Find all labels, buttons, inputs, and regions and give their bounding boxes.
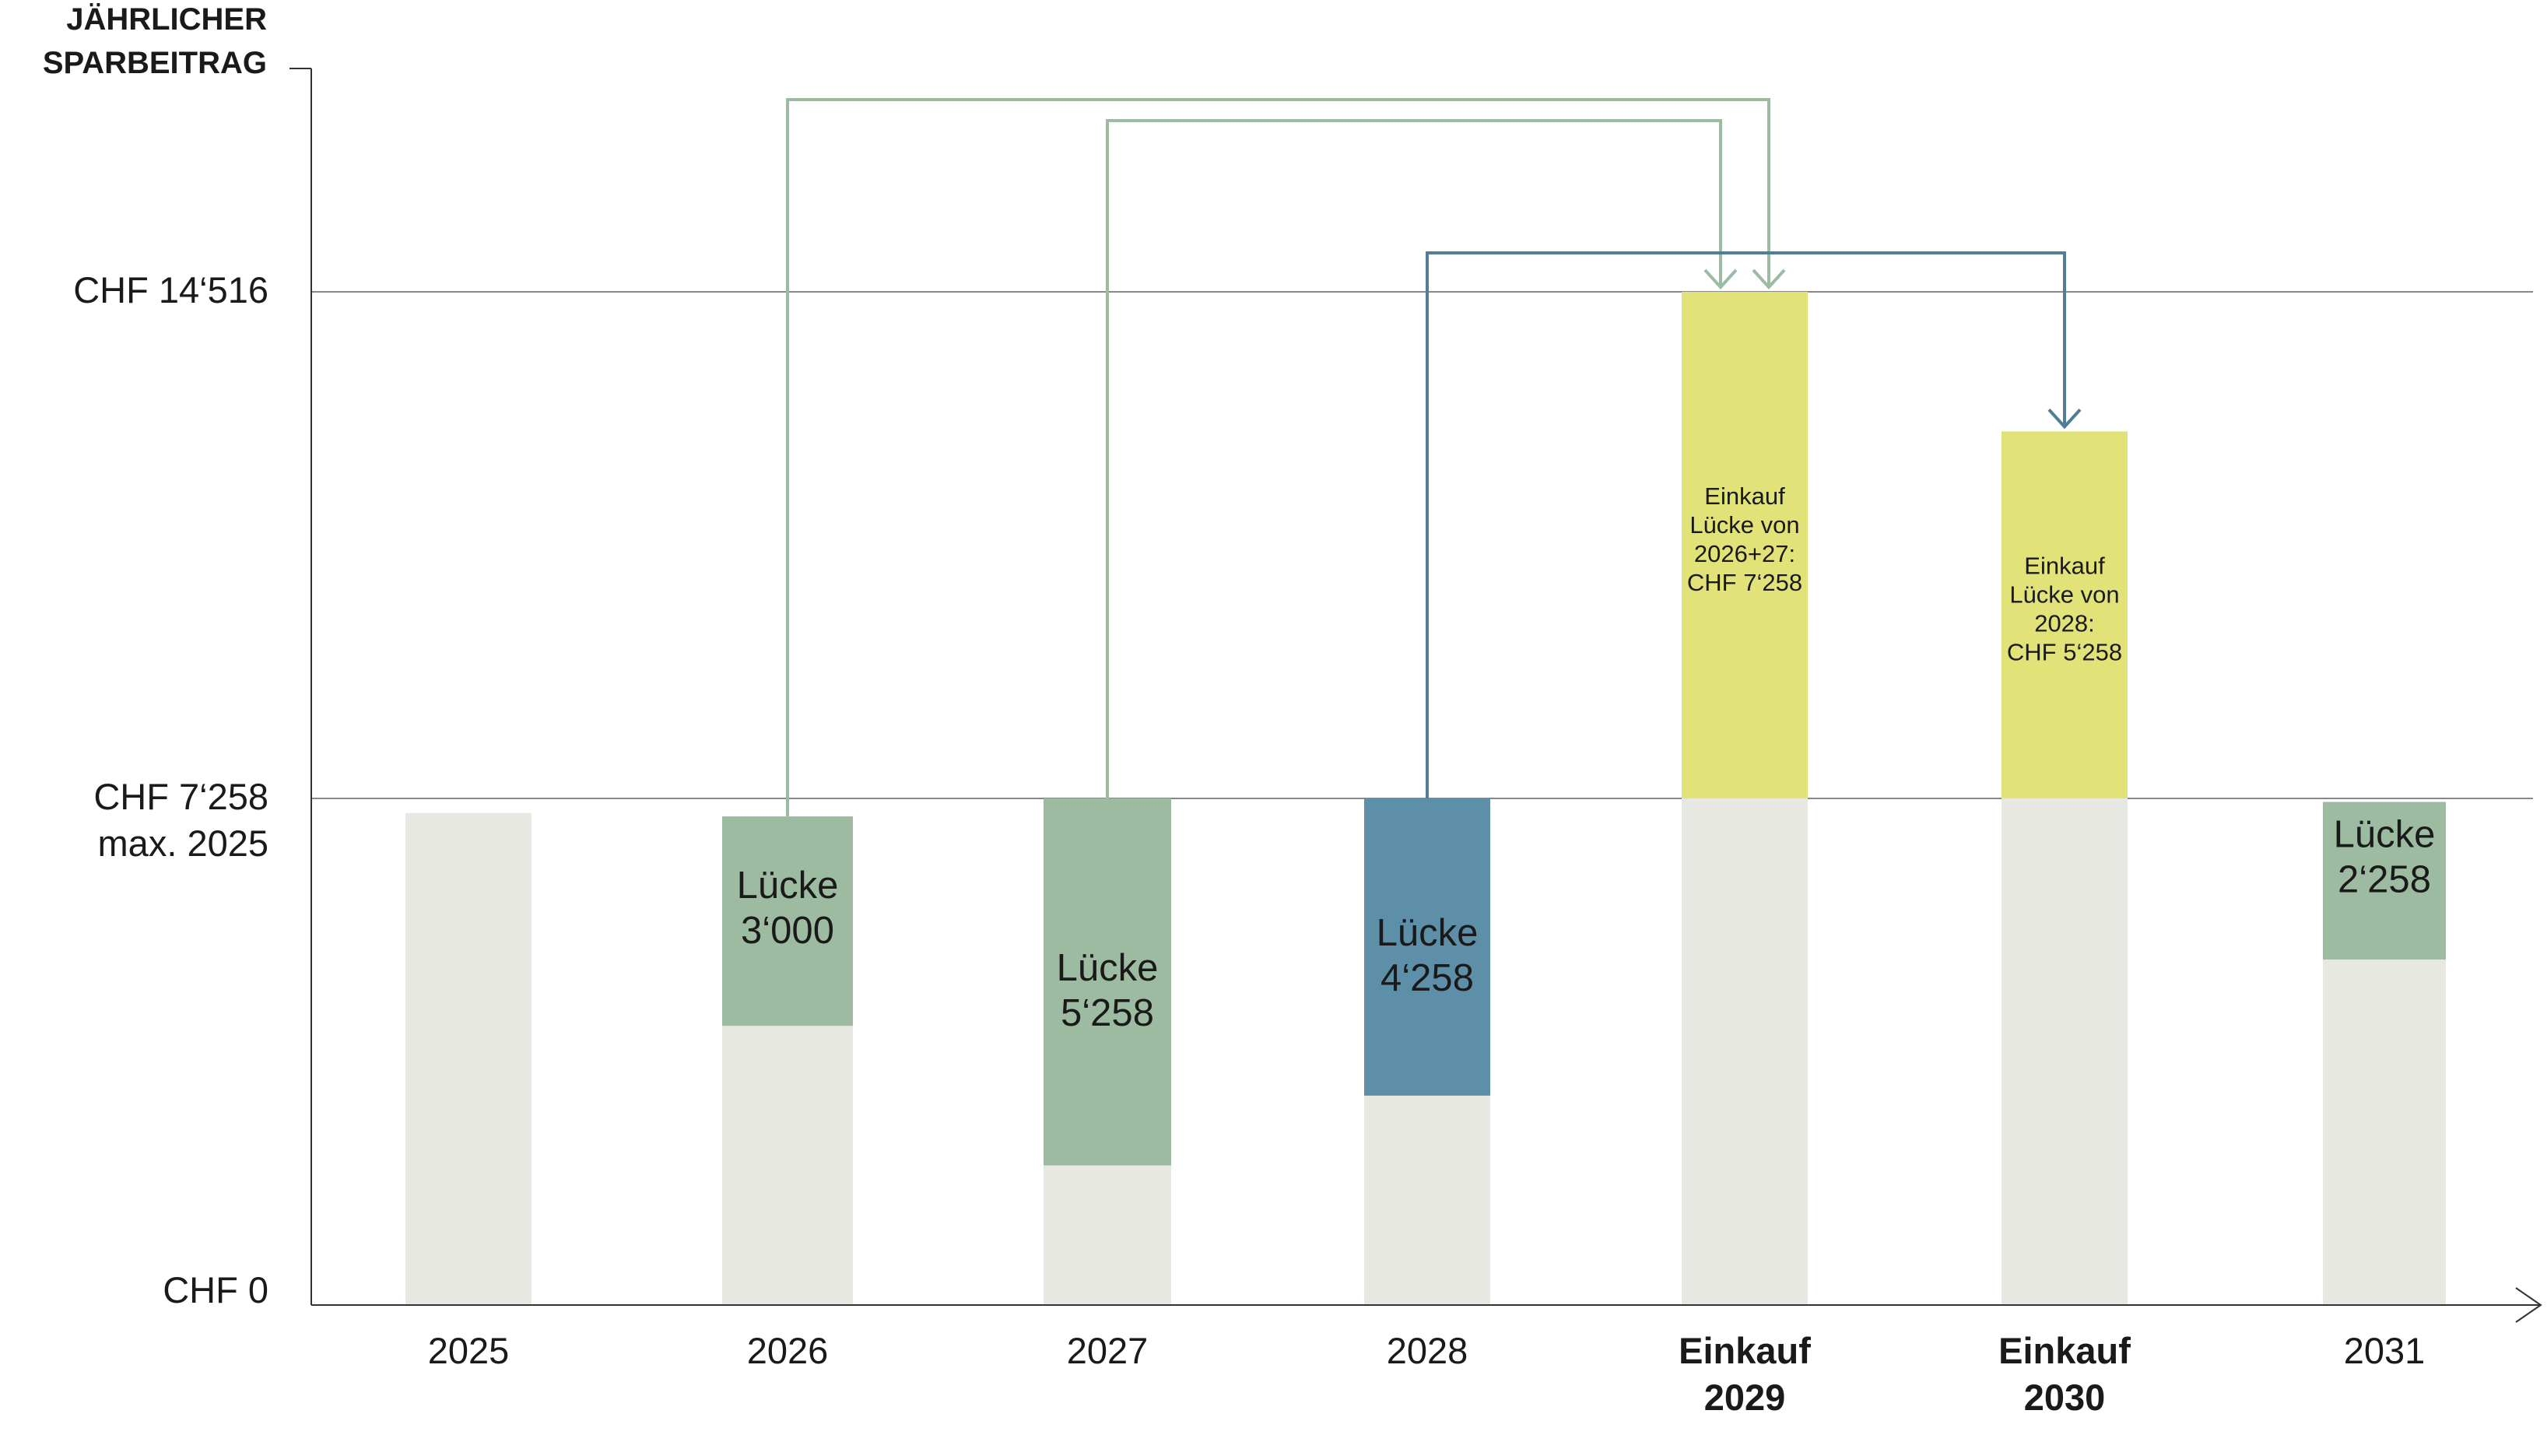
gap-label: 4‘258 xyxy=(1381,957,1474,999)
einkauf-label: Lücke von xyxy=(1689,511,1799,539)
x-tick-label: 2031 xyxy=(2344,1330,2426,1371)
bar-einkauf xyxy=(2001,431,2128,798)
einkauf-label: Lücke von xyxy=(2009,581,2119,609)
y-tick-label: max. 2025 xyxy=(98,823,268,864)
x-tick-label: 2026 xyxy=(747,1330,829,1371)
x-tick-label: 2027 xyxy=(1067,1330,1149,1371)
y-axis-title: SPARBEITRAG xyxy=(43,46,267,80)
einkauf-label: 2028: xyxy=(2034,610,2095,637)
einkauf-label: Einkauf xyxy=(1704,482,1785,510)
bar-base xyxy=(405,812,532,1305)
y-tick-label: CHF 7‘258 xyxy=(93,776,268,817)
x-tick-label: Einkauf xyxy=(1998,1330,2131,1371)
x-axis-arrowhead xyxy=(2515,1287,2542,1323)
x-tick-label: 2030 xyxy=(2024,1377,2106,1418)
y-axis-title: JÄHRLICHER xyxy=(66,2,267,37)
bar-gap xyxy=(1364,798,1490,1096)
einkauf-label: CHF 5‘258 xyxy=(2007,639,2122,666)
x-tick-label: 2029 xyxy=(1704,1377,1786,1418)
gap-label: 2‘258 xyxy=(2338,858,2431,900)
einkauf-label: CHF 7‘258 xyxy=(1687,569,1802,596)
bar-gap xyxy=(722,816,853,1026)
y-tick-label: CHF 14‘516 xyxy=(73,269,268,310)
transfer-arrows xyxy=(786,98,2082,817)
labels: JÄHRLICHER SPARBEITRAG CHF 14‘516 CHF 7‘258… xyxy=(43,2,2436,1418)
gap-label: Lücke xyxy=(2334,813,2436,855)
gap-label: Lücke xyxy=(1057,947,1159,989)
gap-label: 3‘000 xyxy=(741,910,834,952)
bar-base xyxy=(1364,1095,1490,1305)
bar-base xyxy=(1044,1165,1171,1305)
axes xyxy=(289,68,2542,1323)
bar-base xyxy=(722,1026,853,1305)
gap-label: 5‘258 xyxy=(1061,992,1154,1034)
bar-gap xyxy=(1044,798,1171,1166)
y-tick-label: CHF 0 xyxy=(163,1269,268,1310)
einkauf-label: Einkauf xyxy=(2024,553,2105,580)
transfer-arrow-head xyxy=(2047,409,2082,430)
transfer-arrow-line xyxy=(1106,119,1722,798)
bar-einkauf xyxy=(1682,292,1808,798)
transfer-arrow-line xyxy=(786,98,1770,817)
einkauf-label: 2026+27: xyxy=(1694,540,1795,567)
gap-label: Lücke xyxy=(1377,912,1479,954)
gap-label: Lücke xyxy=(737,865,839,907)
x-tick-label: 2025 xyxy=(428,1330,510,1371)
x-tick-label: 2028 xyxy=(1387,1330,1468,1371)
transfer-arrow-head xyxy=(1703,268,1738,289)
bar-base xyxy=(1682,798,1808,1305)
x-tick-label: Einkauf xyxy=(1679,1330,1811,1371)
transfer-arrow-head xyxy=(1752,268,1786,289)
transfer-arrow-line xyxy=(1426,251,2066,798)
bars xyxy=(405,292,2446,1305)
bar-base xyxy=(2001,798,2128,1305)
bar-base xyxy=(2323,960,2446,1305)
bar-gap xyxy=(2323,802,2446,960)
grid-lines xyxy=(311,291,2533,799)
